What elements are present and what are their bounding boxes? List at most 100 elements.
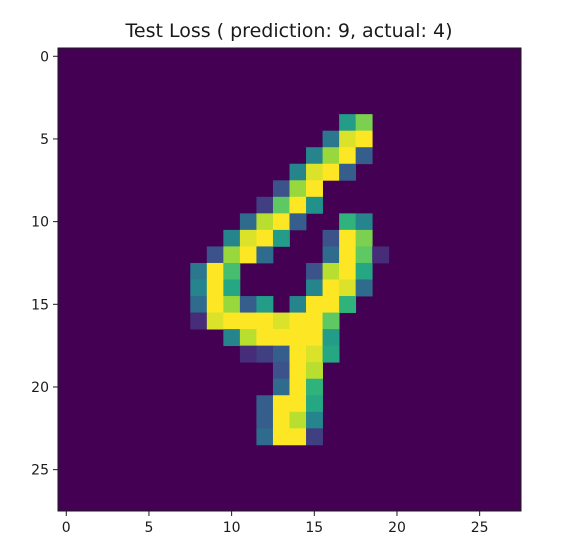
heatmap-cell (289, 428, 307, 446)
heatmap-cell (272, 180, 290, 198)
heatmap-cell (206, 279, 224, 297)
heatmap-cell (355, 229, 373, 247)
heatmap-cell (289, 362, 307, 380)
heatmap-cell (256, 411, 274, 429)
heatmap-cell (355, 262, 373, 280)
heatmap-cell (223, 229, 241, 247)
heatmap-cell (239, 246, 257, 264)
heatmap-cell (256, 312, 274, 330)
heatmap-cell (239, 329, 257, 347)
heatmap-cell (339, 296, 357, 313)
heatmap-cell (322, 246, 340, 264)
heatmap-cell (256, 213, 274, 231)
heatmap-cell (256, 329, 274, 347)
heatmap-cell (272, 378, 290, 396)
heatmap-cell (239, 229, 257, 247)
heatmap-cell (223, 279, 241, 297)
x-tick-label: 5 (144, 520, 153, 536)
heatmap-cell (322, 296, 340, 313)
y-tick-label: 25 (31, 463, 49, 479)
heatmap-cell (339, 279, 357, 297)
heatmap-cell (355, 213, 373, 231)
heatmap-cell (223, 296, 241, 313)
heatmap-cell (306, 262, 323, 280)
heatmap-cell (306, 378, 323, 396)
heatmap-cell (239, 312, 257, 330)
heatmap-cell (289, 312, 307, 330)
heatmap-cell (339, 147, 357, 165)
heatmap-cell (306, 180, 323, 198)
heatmap-cell (322, 229, 340, 247)
heatmap-cell (355, 246, 373, 264)
heatmap-cell (272, 196, 290, 214)
heatmap-cell (256, 229, 274, 247)
heatmap-cell (339, 262, 357, 280)
heatmap-cell (206, 246, 224, 264)
heatmap-cell (272, 345, 290, 363)
heatmap-cell (256, 428, 274, 446)
y-tick-label: 20 (31, 380, 49, 396)
heatmap-cell (355, 279, 373, 297)
heatmap-cell (306, 345, 323, 363)
x-tick-label: 0 (62, 520, 71, 536)
heatmap-cell (289, 296, 307, 313)
heatmap-cell (190, 312, 208, 330)
heatmap-cell (355, 147, 373, 165)
heatmap-cell (239, 296, 257, 313)
heatmap-cell (339, 163, 357, 181)
x-axis: 0 5 10 15 20 25 (62, 511, 489, 536)
heatmap-cell (322, 279, 340, 297)
heatmap-cell (306, 279, 323, 297)
heatmap-cell (372, 246, 390, 264)
heatmap-cell (289, 180, 307, 198)
heatmap-cell (289, 329, 307, 347)
heatmap-cell (239, 213, 257, 231)
heatmap-cell (272, 428, 290, 446)
x-tick-label: 25 (471, 520, 489, 536)
heatmap-cell (190, 279, 208, 297)
heatmap-cell (223, 262, 241, 280)
heatmap-cell (306, 147, 323, 165)
plot-area (57, 47, 522, 512)
heatmap-cell (306, 411, 323, 429)
y-tick-label: 5 (40, 132, 49, 148)
heatmap-cell (339, 229, 357, 247)
heatmap-cell (355, 114, 373, 132)
x-tick-label: 10 (223, 520, 241, 536)
heatmap-cell (256, 296, 274, 313)
y-axis: 0 5 10 15 20 25 (31, 49, 58, 479)
heatmap-cell (256, 246, 274, 264)
heatmap-cell (322, 130, 340, 148)
heatmap-cell (322, 312, 340, 330)
axes-frame (57, 47, 522, 512)
heatmap-cell (339, 213, 357, 231)
heatmap-cell (272, 411, 290, 429)
heatmap-cell (206, 296, 224, 313)
heatmap-cell (272, 312, 290, 330)
heatmap-cell (306, 312, 323, 330)
heatmap-cell (272, 395, 290, 413)
heatmap-cell (272, 229, 290, 247)
heatmap-cell (339, 130, 357, 148)
heatmap-cell (256, 196, 274, 214)
heatmap-cell (256, 345, 274, 363)
heatmap-cell (289, 345, 307, 363)
heatmap-cell (355, 130, 373, 148)
heatmap-cell (322, 329, 340, 347)
heatmap-cell (206, 312, 224, 330)
heatmap-cell (322, 147, 340, 165)
y-tick-label: 15 (31, 297, 49, 313)
heatmap-cell (289, 196, 307, 214)
heatmap-cell (223, 246, 241, 264)
y-tick-label: 0 (40, 49, 49, 65)
x-tick-label: 15 (305, 520, 323, 536)
heatmap-cell (289, 411, 307, 429)
heatmap-cell (306, 163, 323, 181)
heatmap-cell (256, 395, 274, 413)
heatmap-cell (206, 262, 224, 280)
heatmap-cell (322, 262, 340, 280)
pixel-layer (190, 114, 390, 446)
heatmap-cell (190, 262, 208, 280)
heatmap-cell (239, 345, 257, 363)
